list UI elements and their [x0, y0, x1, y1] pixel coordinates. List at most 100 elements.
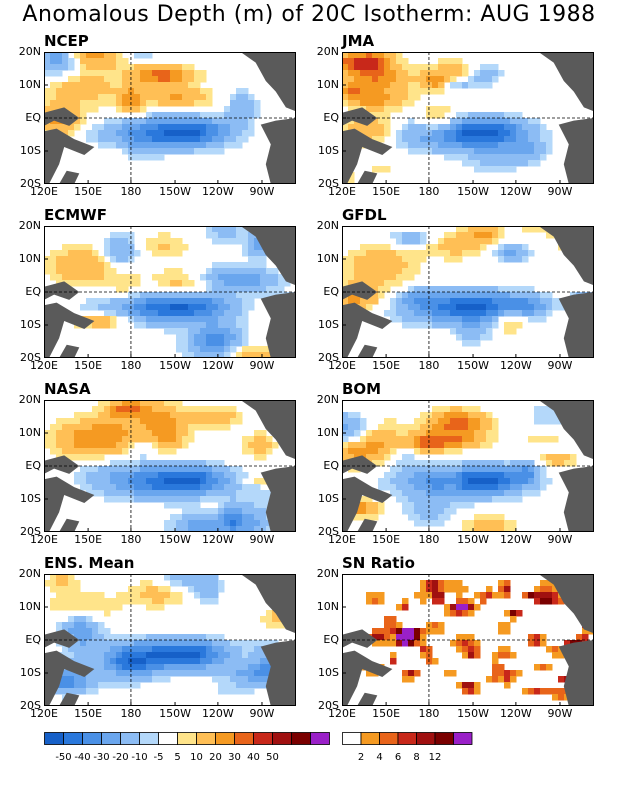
- land-mass: [558, 640, 594, 706]
- sn-ratio-colorbar: 2 4 6 8 12: [342, 732, 473, 763]
- land-mass: [558, 118, 594, 184]
- colorbar-swatch: [158, 732, 178, 745]
- land-mass: [342, 455, 378, 474]
- colorbar-label: -10: [131, 752, 147, 763]
- longitude-label: 120W: [201, 185, 234, 198]
- anomaly-map: [44, 52, 296, 184]
- latitude-label: 10N: [18, 426, 41, 439]
- colorbar-swatch: [453, 732, 473, 745]
- anomaly-colorbar: -50 -40 -30 -20 -10 -5 5 10 20 30 40 50: [44, 732, 330, 763]
- colorbar-swatch: [310, 732, 330, 745]
- land-mass: [44, 107, 80, 126]
- land-mass: [260, 292, 296, 358]
- land-mass: [518, 52, 594, 112]
- colorbar-swatch: [101, 732, 121, 745]
- longitude-label: 120W: [201, 359, 234, 372]
- land-mass: [220, 226, 296, 286]
- panel-title: NASA: [44, 380, 91, 398]
- latitude-label: EQ: [323, 285, 339, 298]
- land-mass: [342, 128, 393, 184]
- latitude-label: 10N: [18, 78, 41, 91]
- colorbar-swatch: [215, 732, 235, 745]
- colorbar-swatch: [82, 732, 102, 745]
- panel-title: GFDL: [342, 206, 387, 224]
- map-frame: [342, 574, 594, 706]
- latitude-label: 20N: [316, 219, 339, 232]
- longitude-label: 150E: [74, 533, 103, 546]
- colorbar-swatch: [416, 732, 436, 745]
- land-mass: [44, 302, 95, 358]
- latitude-label: 10N: [316, 426, 339, 439]
- latitude-label: 20S: [20, 351, 41, 364]
- land-mass: [260, 640, 296, 706]
- colorbar-swatch: [434, 732, 454, 745]
- longitude-label: 150W: [159, 707, 191, 720]
- panel-title: JMA: [342, 32, 375, 50]
- colorbar-label: -40: [74, 752, 90, 763]
- latitude-label: 10S: [318, 144, 339, 157]
- colorbar-swatch: [360, 732, 380, 745]
- longitude-label: 150W: [159, 359, 191, 372]
- longitude-label: 150W: [457, 359, 489, 372]
- colorbar-label: 5: [174, 752, 180, 763]
- colorbar-label: 4: [376, 752, 382, 763]
- map-frame: [44, 226, 296, 358]
- latitude-label: EQ: [25, 633, 41, 646]
- longitude-label: 90W: [249, 359, 275, 372]
- longitude-label: 180: [120, 533, 142, 546]
- latitude-label: 10S: [20, 318, 41, 331]
- land-mass: [59, 692, 80, 706]
- land-mass: [342, 281, 378, 300]
- longitude-label: 150W: [457, 185, 489, 198]
- land-mass: [357, 344, 378, 358]
- colorbar-label: -50: [55, 752, 71, 763]
- latitude-label: 20S: [318, 177, 339, 190]
- land-mass: [220, 52, 296, 112]
- latitude-label: 20N: [18, 45, 41, 58]
- latitude-label: EQ: [323, 633, 339, 646]
- longitude-label: 150E: [372, 185, 401, 198]
- colorbar-swatch: [177, 732, 197, 745]
- latitude-label: 20N: [316, 567, 339, 580]
- map-frame: [342, 52, 594, 184]
- longitude-label: 180: [120, 359, 142, 372]
- longitude-label: 150E: [372, 533, 401, 546]
- longitude-label: 120E: [30, 707, 58, 720]
- land-mass: [342, 476, 393, 532]
- land-mass: [342, 302, 393, 358]
- land-mass: [59, 344, 80, 358]
- anomaly-map: [342, 574, 594, 706]
- colorbar-label: 10: [190, 752, 203, 763]
- colorbar-label: 12: [429, 752, 442, 763]
- longitude-label: 150W: [159, 533, 191, 546]
- latitude-label: 10N: [18, 252, 41, 265]
- longitude-label: 180: [418, 533, 440, 546]
- latitude-label: EQ: [25, 111, 41, 124]
- panel-title: BOM: [342, 380, 382, 398]
- map-frame: [44, 400, 296, 532]
- map-frame: [342, 400, 594, 532]
- colorbar-swatch: [272, 732, 292, 745]
- land-mass: [342, 107, 378, 126]
- latitude-label: 20N: [18, 219, 41, 232]
- latitude-label: 20N: [18, 567, 41, 580]
- panel-title: ECMWF: [44, 206, 107, 224]
- latitude-label: 10S: [20, 492, 41, 505]
- latitude-label: 20N: [18, 393, 41, 406]
- land-mass: [44, 128, 95, 184]
- land-mass: [260, 466, 296, 532]
- longitude-label: 180: [120, 185, 142, 198]
- longitude-label: 150E: [74, 359, 103, 372]
- longitude-label: 120W: [201, 533, 234, 546]
- longitude-label: 180: [418, 185, 440, 198]
- land-mass: [44, 476, 95, 532]
- latitude-label: 10S: [318, 492, 339, 505]
- latitude-label: 10N: [316, 600, 339, 613]
- land-mass: [357, 518, 378, 532]
- land-mass: [342, 629, 378, 648]
- longitude-label: 150E: [74, 185, 103, 198]
- colorbar-swatch: [397, 732, 417, 745]
- longitude-label: 120W: [499, 533, 532, 546]
- land-mass: [44, 650, 95, 706]
- latitude-label: EQ: [323, 459, 339, 472]
